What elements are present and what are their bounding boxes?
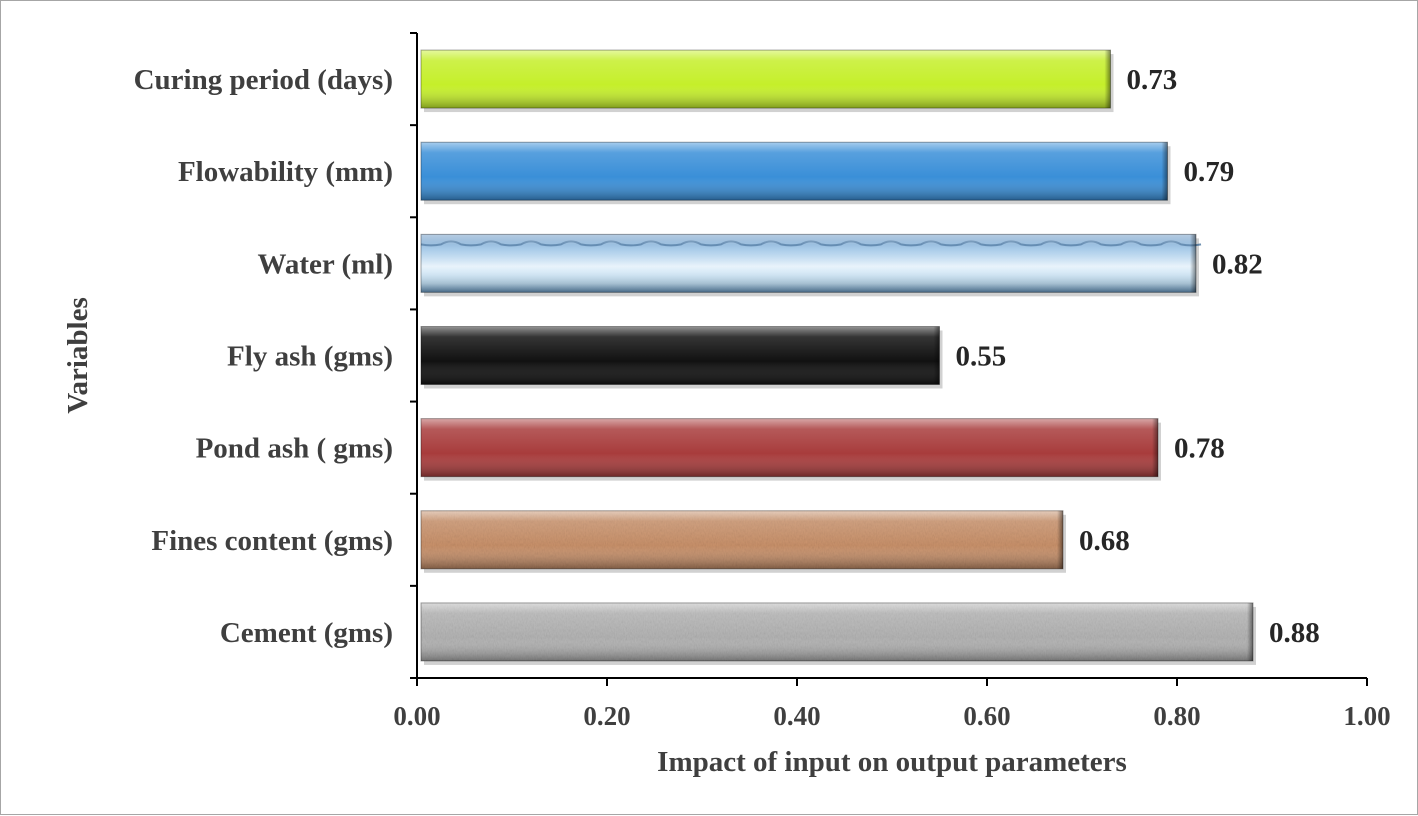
bar-endcap xyxy=(1152,418,1158,477)
x-tick-label: 0.00 xyxy=(393,701,440,731)
bar-outline xyxy=(420,418,1159,478)
bar-gloss xyxy=(421,234,1196,293)
bar-water-ml xyxy=(420,233,1202,297)
bar-endcap xyxy=(1161,142,1168,201)
y-axis-title: Variables xyxy=(62,297,94,414)
bar-endcap xyxy=(1247,602,1253,661)
x-tick-label: 0.20 xyxy=(583,701,630,731)
category-label-curing-period-days: Curing period (days) xyxy=(134,64,393,96)
category-label-water-ml: Water (ml) xyxy=(257,248,393,280)
bar-endcap xyxy=(1190,234,1196,293)
x-tick-label: 0.80 xyxy=(1153,701,1200,731)
category-label-flowability-mm: Flowability (mm) xyxy=(178,156,393,188)
bar-outline xyxy=(420,602,1254,662)
bar-outline xyxy=(420,233,1197,293)
bar-gloss xyxy=(421,418,1158,477)
bar-outline xyxy=(420,510,1064,570)
bar-cement-gms xyxy=(420,602,1256,665)
value-label-cement-gms: 0.88 xyxy=(1269,617,1320,649)
x-tick-label: 1.00 xyxy=(1343,701,1390,731)
bar-fly-ash-gms xyxy=(420,326,943,389)
bar-gloss xyxy=(421,142,1168,201)
bar-outline xyxy=(420,326,940,385)
x-tick-label: 0.60 xyxy=(963,701,1010,731)
category-label-cement-gms: Cement (gms) xyxy=(220,617,393,649)
bar-curing-period-days xyxy=(420,49,1114,113)
x-tick-label: 0.40 xyxy=(773,701,820,731)
category-label-pond-ash-gms: Pond ash ( gms) xyxy=(196,433,393,465)
bar-gloss xyxy=(421,326,940,385)
bar-pond-ash-gms xyxy=(420,418,1161,481)
value-label-fines-content-gms: 0.68 xyxy=(1079,525,1130,557)
value-label-fly-ash-gms: 0.55 xyxy=(956,341,1007,373)
bar-gloss xyxy=(421,510,1063,569)
axes-layer xyxy=(410,32,1368,686)
bar-fines-content-gms xyxy=(420,510,1066,573)
bar-endcap xyxy=(933,326,940,385)
bar-endcap xyxy=(1104,50,1111,109)
bar-flowability-mm xyxy=(420,141,1171,205)
bar-gloss xyxy=(421,602,1253,661)
bars-layer xyxy=(420,49,1256,665)
bar-gloss xyxy=(421,50,1111,109)
value-label-flowability-mm: 0.79 xyxy=(1184,156,1235,188)
bar-endcap xyxy=(1057,510,1063,569)
bar-outline xyxy=(420,141,1168,201)
category-label-fly-ash-gms: Fly ash (gms) xyxy=(227,341,393,373)
x-axis-title: Impact of input on output parameters xyxy=(657,746,1127,778)
bar-outline xyxy=(420,49,1111,109)
value-label-curing-period-days: 0.73 xyxy=(1127,64,1178,96)
value-label-water-ml: 0.82 xyxy=(1212,248,1263,280)
value-label-pond-ash-gms: 0.78 xyxy=(1174,433,1225,465)
labels-layer: 0.88 Cement (gms) 0.68 Fines content (gms) 0… xyxy=(62,64,1391,778)
category-label-fines-content-gms: Fines content (gms) xyxy=(151,525,393,557)
